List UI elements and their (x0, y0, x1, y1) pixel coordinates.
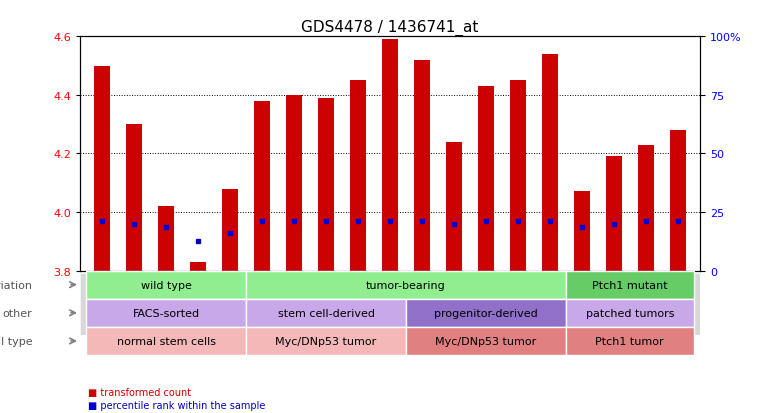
Text: ■ transformed count: ■ transformed count (88, 387, 191, 397)
Text: cell type: cell type (0, 336, 32, 346)
Bar (350, 81, 366, 271)
Bar (510, 81, 526, 271)
Text: Ptch1 tumor: Ptch1 tumor (595, 336, 664, 346)
Text: Myc/DNp53 tumor: Myc/DNp53 tumor (275, 336, 377, 346)
Bar (478, 87, 494, 271)
Bar (158, 206, 174, 271)
Text: Myc/DNp53 tumor: Myc/DNp53 tumor (435, 336, 537, 346)
Text: stem cell-derived: stem cell-derived (278, 308, 374, 318)
Text: genotype/variation: genotype/variation (0, 280, 32, 290)
Bar (318, 99, 334, 271)
Text: FACS-sorted: FACS-sorted (132, 308, 200, 318)
Bar (190, 262, 206, 271)
Text: other: other (2, 308, 32, 318)
Bar (606, 157, 622, 271)
Text: tumor-bearing: tumor-bearing (366, 280, 446, 290)
Bar (254, 102, 270, 271)
Bar (94, 66, 110, 271)
Bar (542, 55, 558, 271)
Bar (126, 125, 142, 271)
Bar (382, 40, 398, 271)
Bar (446, 142, 462, 271)
Text: ■ percentile rank within the sample: ■ percentile rank within the sample (88, 400, 265, 410)
Title: GDS4478 / 1436741_at: GDS4478 / 1436741_at (301, 20, 479, 36)
Bar (286, 95, 302, 271)
Bar (222, 189, 238, 271)
Bar (670, 131, 686, 271)
Bar (574, 192, 590, 271)
Text: normal stem cells: normal stem cells (116, 336, 215, 346)
Text: progenitor-derived: progenitor-derived (434, 308, 538, 318)
Bar (638, 145, 654, 271)
Text: patched tumors: patched tumors (585, 308, 674, 318)
Text: Ptch1 mutant: Ptch1 mutant (592, 280, 667, 290)
Text: wild type: wild type (141, 280, 192, 290)
Bar (414, 61, 430, 271)
